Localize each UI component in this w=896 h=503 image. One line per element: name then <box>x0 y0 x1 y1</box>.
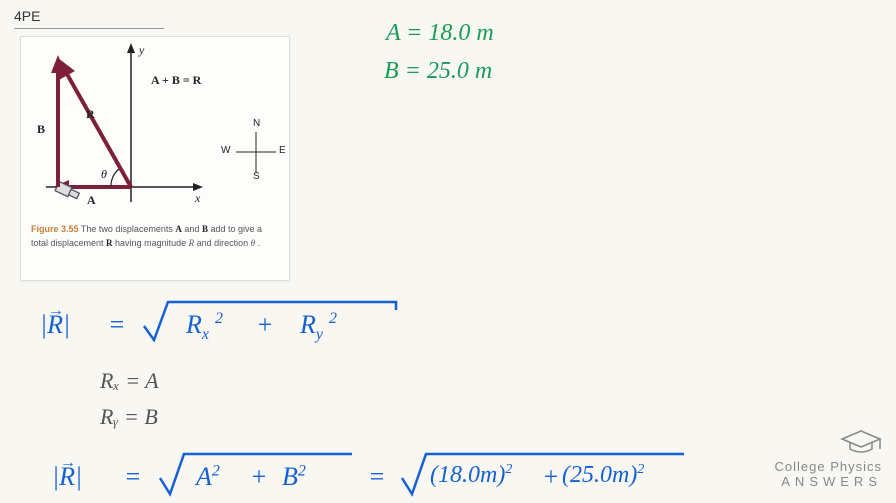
eq2-eq1: = <box>124 462 142 492</box>
eq2-b2: B2 <box>282 462 306 492</box>
figure-caption: Figure 3.55 The two displacements A and … <box>21 217 289 254</box>
caption-text: The two displacements <box>79 224 176 234</box>
compass-w: W <box>221 145 230 156</box>
caption-text: having magnitude <box>113 238 189 248</box>
figure-box: y x A + B = R B A R θ N S E W Figure 3.5… <box>20 36 290 281</box>
logo-line1: College Physics <box>775 459 883 474</box>
eq2-v1: (18.0m)2 <box>430 462 512 489</box>
caption-text: and <box>182 224 202 234</box>
given-a: A = 18.0 m <box>386 20 494 47</box>
vector-a-label: A <box>87 193 96 208</box>
eq2-lhs: |R→| <box>52 462 82 492</box>
given-b: B = 25.0 m <box>384 58 492 85</box>
compass-s: S <box>253 171 260 182</box>
diagram-area: y x A + B = R B A R θ N S E W <box>21 37 289 217</box>
eq2-eq2: = <box>368 462 386 492</box>
compass-n: N <box>253 118 260 129</box>
def-ry: Rᵧ = B <box>100 404 158 430</box>
eq1-plus: + <box>256 310 274 340</box>
vector-equation: A + B = R <box>151 73 201 88</box>
axis-y-label: y <box>139 43 144 58</box>
caption-fig-label: Figure 3.55 <box>31 224 79 234</box>
vector-diagram <box>21 37 291 217</box>
header-underline <box>14 28 164 29</box>
caption-text: . <box>255 238 260 248</box>
vector-r-label: R <box>86 107 95 122</box>
eq1-rx: Rx2 <box>186 310 223 344</box>
eq1-ry: Ry2 <box>300 310 337 344</box>
eq1-eq: = <box>108 310 126 340</box>
def-rx: Rₓ = A <box>100 368 159 394</box>
eq2-plus2: + <box>542 462 560 492</box>
eq2-plus1: + <box>250 462 268 492</box>
problem-number: 4PE <box>14 8 40 24</box>
eq2-a2: A2 <box>196 462 220 492</box>
vector-b-label: B <box>37 122 45 137</box>
theta-label: θ <box>101 167 107 182</box>
logo-line2: ANSWERS <box>775 474 883 489</box>
grad-cap-icon <box>840 429 882 455</box>
caption-text: and direction <box>194 238 251 248</box>
eq1-lhs: |R→| <box>40 310 70 340</box>
brand-logo: College Physics ANSWERS <box>775 429 883 489</box>
axis-x-label: x <box>195 191 200 206</box>
compass-e: E <box>279 145 286 156</box>
eq2-v2: (25.0m)2 <box>562 462 644 489</box>
